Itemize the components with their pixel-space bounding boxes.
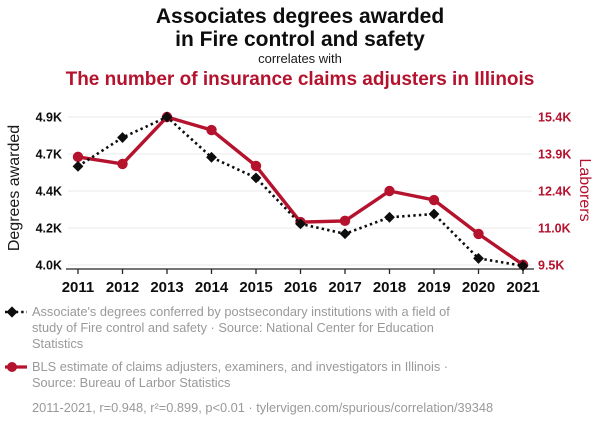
right-axis-tick-label: 12.4K [538, 185, 571, 199]
right-axis-tick-label: 15.4K [538, 111, 571, 125]
right-axis-tick-label: 9.5K [538, 259, 564, 273]
correlated-series-title: The number of insurance claims adjusters… [65, 69, 535, 90]
x-axis-tick-label: 2013 [150, 279, 183, 296]
data-point-circle [206, 124, 217, 136]
diamond-dotted-line-icon [5, 306, 27, 318]
data-point-diamond [72, 160, 84, 172]
data-point-circle [339, 215, 351, 227]
data-point-diamond [295, 218, 306, 230]
data-point-diamond [473, 253, 484, 264]
legend-label-laborers: BLS estimate of claims adjusters, examin… [32, 359, 449, 390]
page-title: Associates degrees awarded in Fire contr… [0, 5, 600, 51]
x-axis-tick-label: 2020 [462, 279, 495, 296]
data-point-diamond [117, 132, 128, 143]
data-point-diamond [428, 208, 440, 220]
x-axis-tick-label: 2012 [106, 279, 139, 296]
data-point-circle [428, 194, 440, 206]
data-point-circle [117, 158, 128, 170]
data-point-diamond [384, 211, 395, 223]
right-axis-tick-label: 11.0K [538, 222, 571, 236]
stats-footnote: 2011-2021, r=0.948, r²=0.899, p<0.01 · t… [32, 400, 494, 415]
left-axis-tick-label: 4.2K [36, 222, 62, 236]
legend-item-degrees: Associate's degrees conferred by postsec… [5, 304, 580, 352]
data-point-diamond [161, 111, 173, 123]
left-axis-tick-label: 4.4K [36, 185, 62, 199]
left-axis-tick-label: 4.7K [36, 148, 62, 162]
right-axis-title: Laborers [576, 158, 593, 222]
circle-solid-line-icon [5, 362, 27, 372]
data-point-circle [384, 185, 395, 197]
line-chart: 4.0K 9.5K 4.2K 11.0K 4.4K 12.4K 4.7K 13.9K 4.9K 1… [36, 111, 572, 297]
right-axis-tick-label: 13.9K [538, 148, 571, 162]
data-point-diamond [250, 172, 262, 184]
x-axis-tick-label: 2011 [62, 279, 95, 296]
data-point-diamond [517, 260, 529, 272]
x-axis-tick-label: 2018 [373, 279, 406, 296]
legend-item-laborers: BLS estimate of claims adjusters, examin… [5, 359, 580, 391]
legend: Associate's degrees conferred by postsec… [5, 304, 580, 415]
x-axis-tick-label: 2016 [284, 279, 317, 296]
left-axis-title: Degrees awarded [6, 124, 23, 252]
x-axis-tick-label: 2019 [417, 279, 450, 296]
x-axis-tick-label: 2021 [506, 279, 539, 296]
data-point-circle [72, 151, 84, 163]
x-axis-tick-label: 2017 [328, 279, 361, 296]
x-axis-tick-label: 2014 [195, 279, 229, 296]
data-point-circle [473, 228, 484, 240]
connector-text: correlates with [258, 51, 342, 66]
data-point-diamond [339, 228, 351, 240]
data-point-circle [250, 160, 262, 172]
left-axis-tick-label: 4.0K [36, 259, 62, 273]
title-line-1: Associates degrees awarded [155, 5, 445, 28]
left-axis-tick-label: 4.9K [36, 111, 62, 125]
title-line-2: in Fire control and safety [175, 28, 425, 51]
legend-label-degrees: Associate's degrees conferred by postsec… [32, 304, 450, 351]
x-axis-tick-label: 2015 [239, 279, 272, 296]
